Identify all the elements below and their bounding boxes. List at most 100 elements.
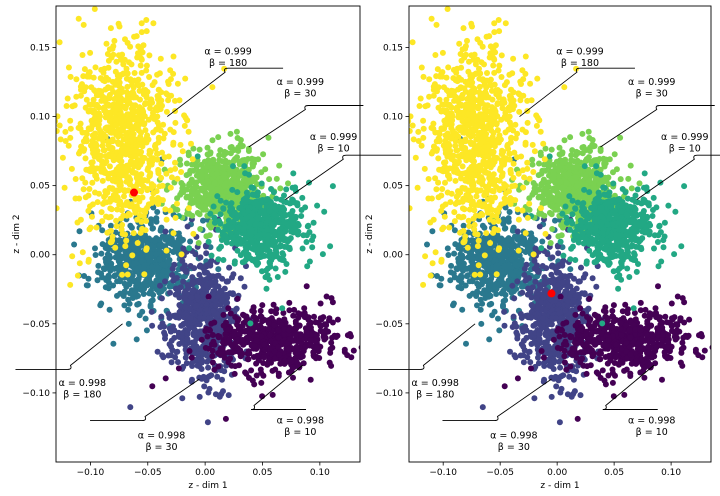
data-point	[499, 257, 506, 264]
data-point	[181, 262, 188, 269]
data-point	[93, 92, 100, 99]
data-point	[328, 362, 335, 369]
data-point	[232, 314, 239, 320]
data-point	[74, 272, 81, 279]
data-point	[214, 273, 221, 279]
data-point	[307, 324, 314, 331]
data-point	[193, 335, 200, 342]
data-point	[67, 125, 74, 132]
data-point	[194, 153, 201, 160]
data-point	[227, 150, 234, 157]
data-point	[167, 67, 174, 74]
data-point	[206, 232, 213, 239]
data-point	[486, 336, 493, 343]
data-point	[172, 245, 179, 252]
data-point	[137, 229, 144, 236]
data-point	[118, 207, 125, 214]
data-point	[290, 374, 296, 381]
data-point	[137, 62, 144, 69]
data-point	[89, 213, 95, 220]
data-point	[209, 137, 216, 144]
data-point	[273, 212, 280, 219]
data-point	[218, 178, 225, 185]
data-point	[136, 249, 142, 256]
data-point	[455, 284, 462, 291]
data-point	[189, 279, 196, 285]
data-point	[215, 266, 222, 273]
data-point	[299, 194, 306, 201]
data-point	[550, 359, 557, 366]
data-point	[215, 363, 222, 370]
data-point	[217, 351, 224, 358]
data-point	[260, 360, 267, 366]
data-point	[269, 391, 276, 398]
data-point	[50, 74, 56, 80]
data-point	[254, 181, 260, 188]
data-point	[219, 193, 226, 200]
data-point	[501, 264, 508, 270]
data-point	[204, 144, 211, 151]
data-point	[455, 259, 462, 265]
data-point	[534, 262, 540, 269]
data-point	[133, 175, 140, 181]
data-point	[262, 166, 269, 173]
data-point	[126, 118, 133, 125]
data-point	[122, 202, 129, 208]
data-point	[122, 255, 129, 262]
data-point	[209, 347, 216, 354]
data-point	[205, 178, 212, 185]
data-point	[56, 122, 63, 129]
data-point	[478, 320, 485, 327]
data-point	[307, 337, 314, 343]
data-point	[75, 124, 82, 131]
x-tick-label: 0.10	[310, 468, 330, 478]
data-point	[139, 81, 146, 88]
data-point	[116, 186, 123, 193]
data-point	[231, 258, 238, 265]
data-point	[130, 243, 137, 250]
data-point	[76, 228, 83, 235]
data-point	[143, 135, 150, 142]
data-point	[115, 250, 122, 256]
data-point	[135, 293, 141, 299]
data-point	[233, 128, 240, 135]
data-point	[521, 272, 528, 278]
data-point	[212, 303, 219, 310]
data-point	[56, 215, 57, 219]
data-point	[82, 194, 89, 201]
data-point	[141, 155, 148, 161]
data-point	[522, 323, 529, 330]
data-point	[149, 383, 156, 390]
data-point	[333, 334, 340, 340]
data-point	[189, 161, 196, 168]
data-point	[62, 128, 69, 135]
data-point	[221, 174, 228, 181]
data-point	[180, 321, 187, 327]
data-point	[124, 111, 131, 118]
data-point	[247, 213, 253, 220]
data-point	[328, 339, 335, 346]
data-point	[239, 259, 246, 266]
data-point	[94, 277, 101, 284]
data-point	[223, 188, 230, 195]
data-point	[163, 108, 170, 115]
data-point	[123, 262, 130, 269]
annotation-label: β = 30	[145, 442, 177, 453]
data-point	[170, 323, 176, 330]
data-point	[289, 184, 296, 191]
cluster-3	[175, 153, 336, 327]
data-point	[487, 293, 494, 299]
data-point	[175, 230, 182, 237]
data-point	[220, 205, 227, 212]
data-point	[197, 203, 204, 210]
data-point	[109, 185, 116, 192]
data-point	[94, 199, 101, 206]
data-point	[197, 254, 204, 261]
data-point	[519, 289, 526, 296]
data-point	[163, 247, 170, 254]
data-point	[159, 197, 166, 204]
data-point	[500, 219, 507, 226]
data-point	[117, 111, 124, 118]
data-point	[181, 122, 188, 129]
